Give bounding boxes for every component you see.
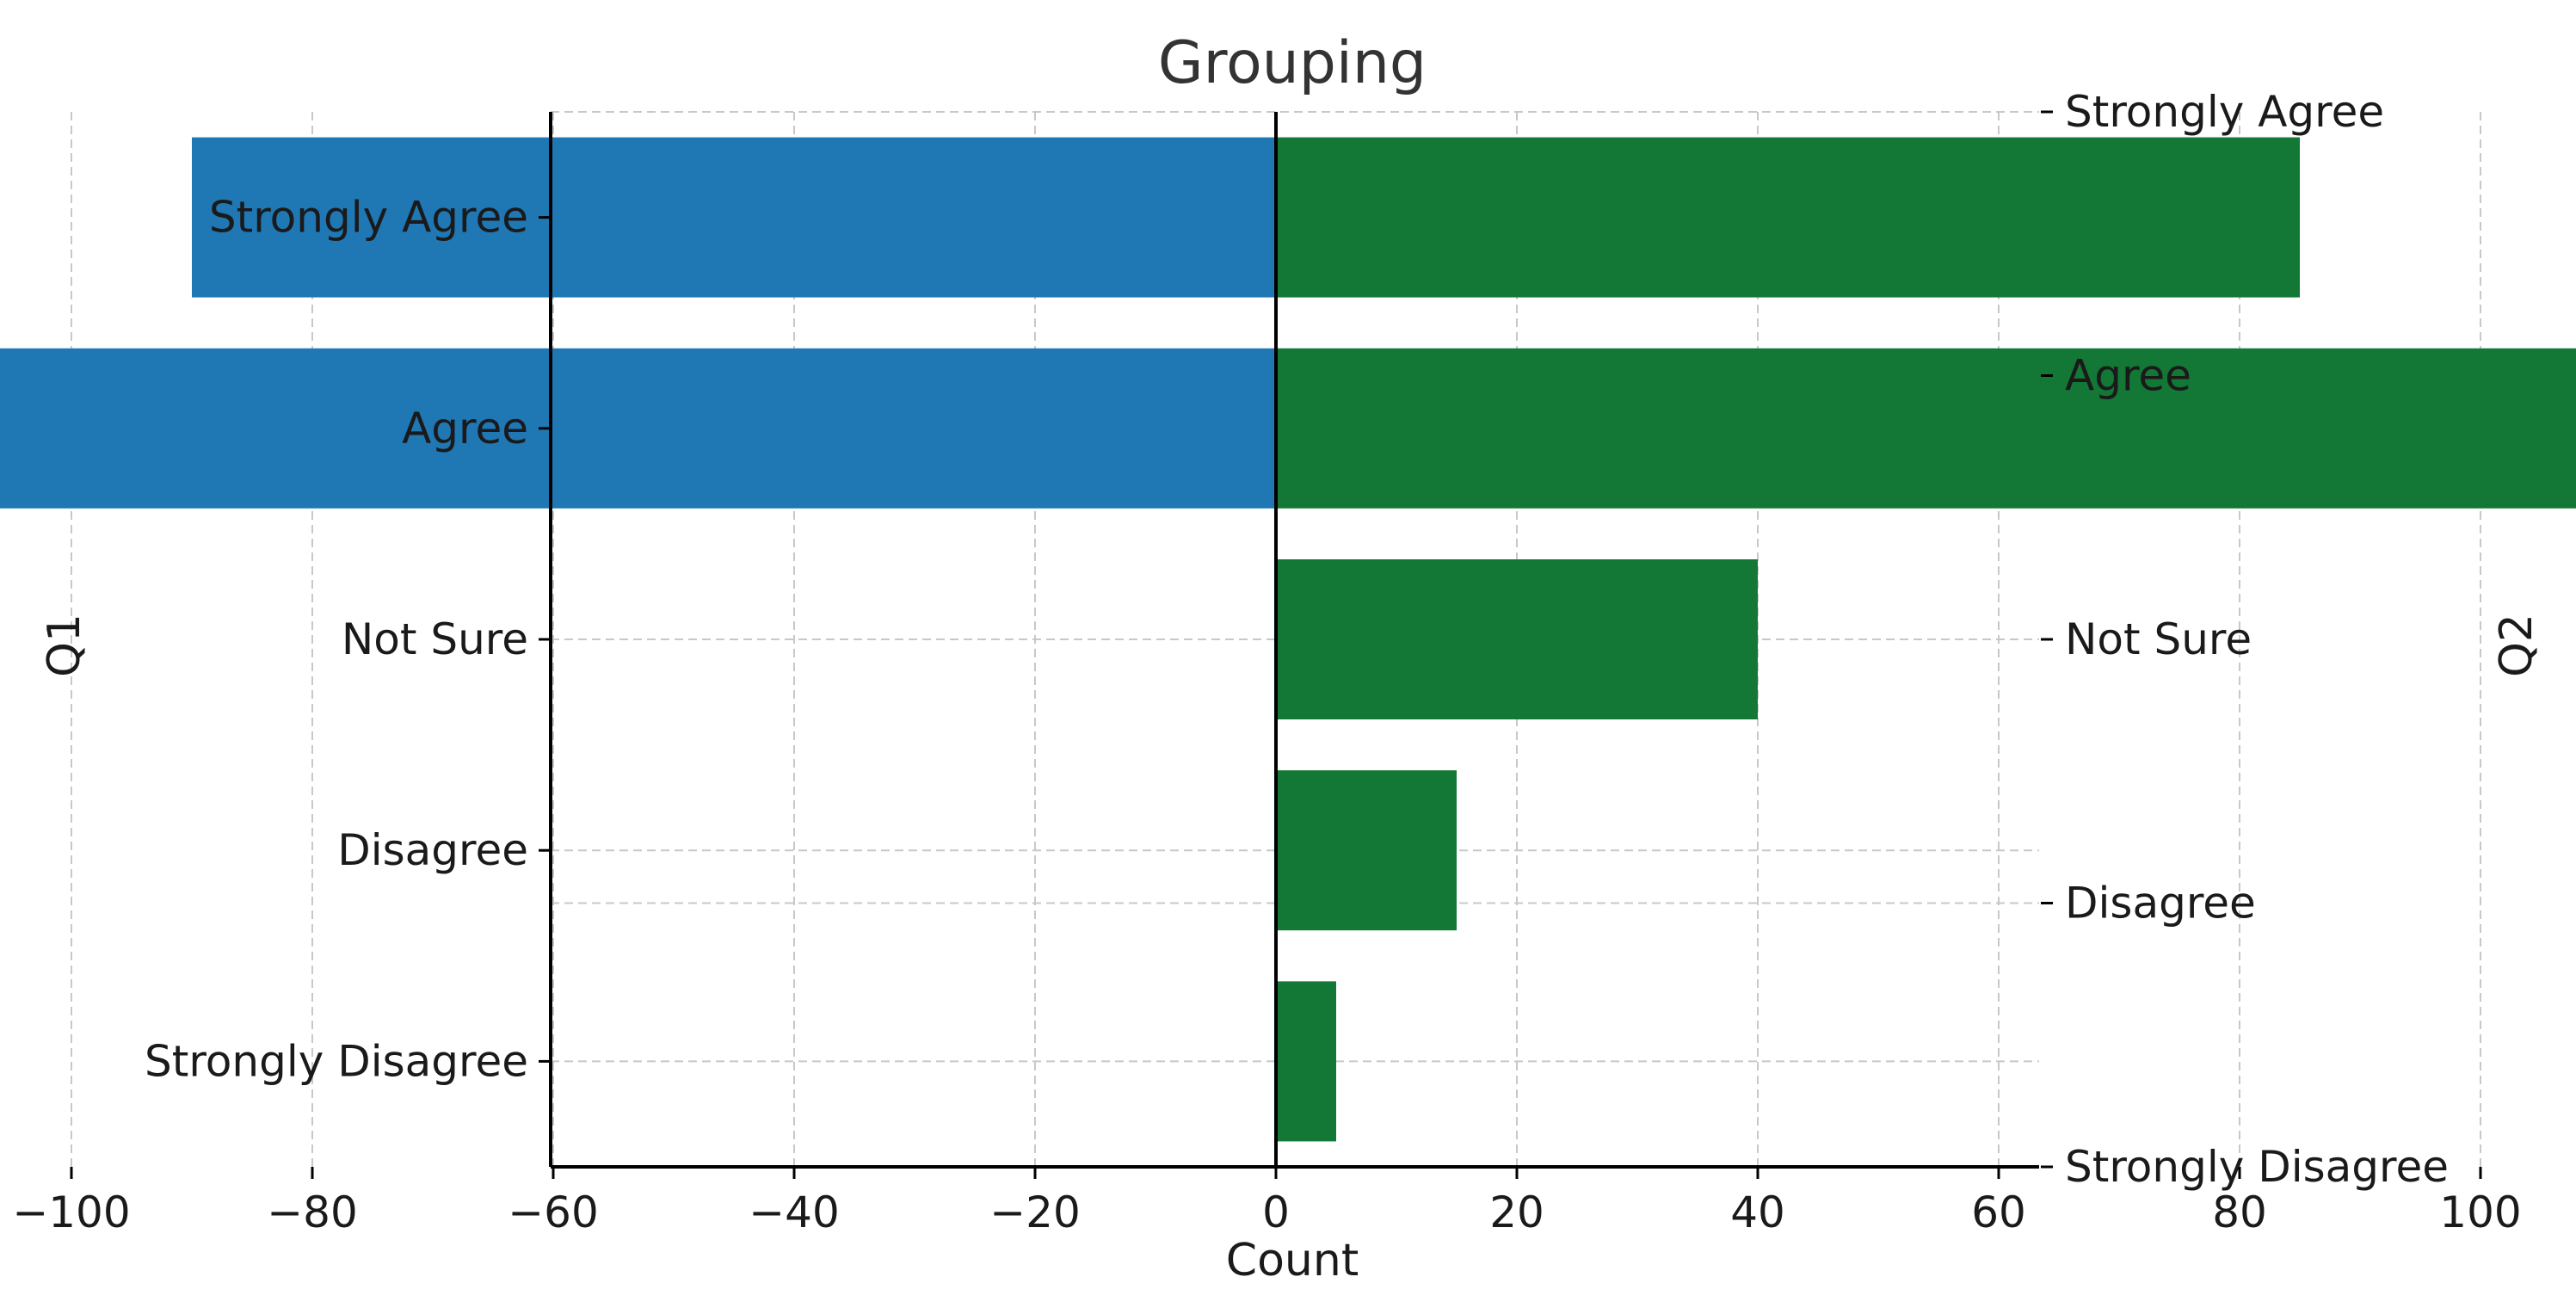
right-y-tick-label: Agree [2065, 351, 2191, 401]
x-tick-label: 60 [1971, 1188, 2026, 1237]
bar-q2 [1276, 559, 1758, 719]
right-y-axis-label: Q2 [2491, 614, 2542, 677]
bar-q1 [0, 348, 1276, 509]
left-y-axis-label: Q1 [39, 614, 90, 677]
left-y-tick-label: Not Sure [342, 614, 528, 664]
x-tick-label: −80 [267, 1188, 358, 1237]
bars-layer [0, 137, 2576, 1142]
ticks-layer: −120−100−80−60−40−20020406080100120Stron… [12, 87, 2521, 1237]
left-y-tick-label: Agree [402, 404, 528, 453]
x-tick-label: 80 [2212, 1188, 2267, 1237]
right-y-tick-label: Strongly Disagree [2065, 1142, 2449, 1192]
bar-q2 [1276, 770, 1457, 931]
x-tick-label: 40 [1730, 1188, 1785, 1237]
left-y-tick-label: Disagree [337, 825, 528, 875]
left-y-tick-label: Strongly Agree [209, 193, 528, 243]
x-tick-label: −100 [12, 1188, 130, 1237]
x-axis-label: Count [1226, 1235, 1359, 1286]
bar-q2 [1276, 981, 1336, 1142]
x-tick-label: 100 [2439, 1188, 2521, 1237]
chart-title: Grouping [1158, 29, 1427, 97]
right-y-tick-label: Disagree [2065, 879, 2256, 928]
right-y-tick-label: Not Sure [2065, 614, 2252, 664]
x-tick-label: 0 [1262, 1188, 1290, 1237]
right-y-tick-label: Strongly Agree [2065, 87, 2384, 137]
x-tick-label: −60 [508, 1188, 599, 1237]
x-tick-label: 20 [1489, 1188, 1544, 1237]
x-tick-label: −40 [749, 1188, 840, 1237]
bar-q2 [1276, 137, 2300, 298]
bar-q2 [1276, 348, 2576, 509]
left-y-tick-label: Strongly Disagree [145, 1036, 528, 1086]
bar-q1 [192, 137, 1276, 298]
x-tick-label: −20 [989, 1188, 1081, 1237]
